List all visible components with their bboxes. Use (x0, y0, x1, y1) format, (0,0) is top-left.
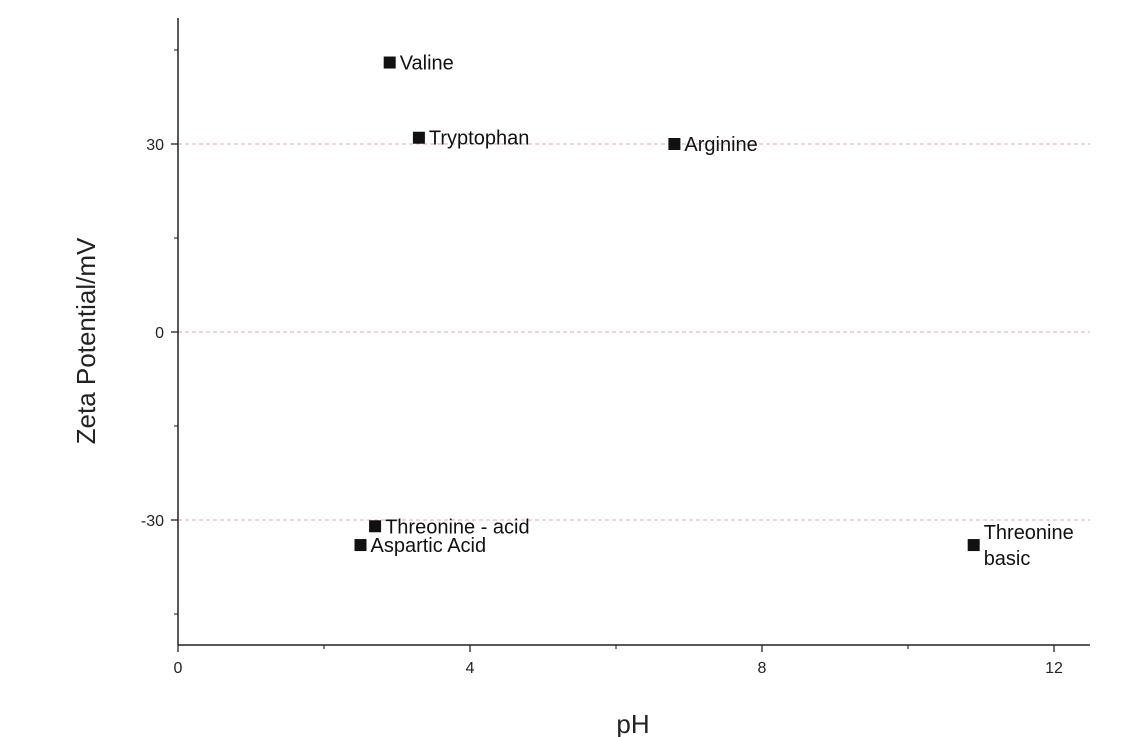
x-tick-label-3: 12 (1045, 660, 1063, 677)
y-tick-label-2: 30 (146, 137, 164, 154)
data-point-4 (354, 539, 367, 552)
data-point-1 (412, 131, 425, 144)
data-point-0 (383, 56, 396, 69)
data-point-2 (668, 138, 681, 150)
x-tick-label-0: 0 (174, 660, 183, 677)
point-label-5-line-1: basic (984, 548, 1031, 570)
point-label-5: Threonine basic (984, 522, 1074, 570)
point-label-0: Valine (400, 53, 454, 75)
tick-marks (171, 49, 1055, 652)
point-label-4: Aspartic Acid (371, 535, 487, 557)
grid-lines (178, 143, 1090, 521)
point-label-1-line-0: Tryptophan (429, 128, 529, 150)
data-point-5 (967, 539, 980, 552)
x-axis-title: pH (616, 709, 649, 737)
y-axis-title: Zeta Potential/mV (71, 237, 101, 444)
point-label-3-line-0: Threonine - acid (385, 516, 530, 538)
data-point-3 (369, 520, 382, 533)
x-tick-label-1: 4 (466, 660, 475, 677)
y-tick-label-0: -30 (141, 513, 164, 530)
data-points: Valine Tryptophan Arginine Threonine - acid… (354, 53, 1074, 570)
tick-labels: 0 4 8 12 -30 0 30 (141, 137, 1063, 677)
point-label-2: Arginine (684, 134, 757, 156)
point-label-2-line-0: Arginine (684, 134, 757, 156)
point-label-0-line-0: Valine (400, 53, 454, 75)
point-label-4-line-0: Aspartic Acid (371, 535, 487, 557)
x-tick-label-2: 8 (758, 660, 767, 677)
point-label-3: Threonine - acid (385, 516, 530, 538)
y-tick-label-1: 0 (155, 325, 164, 342)
point-label-5-line-0: Threonine (984, 522, 1074, 544)
point-label-1: Tryptophan (429, 128, 529, 150)
